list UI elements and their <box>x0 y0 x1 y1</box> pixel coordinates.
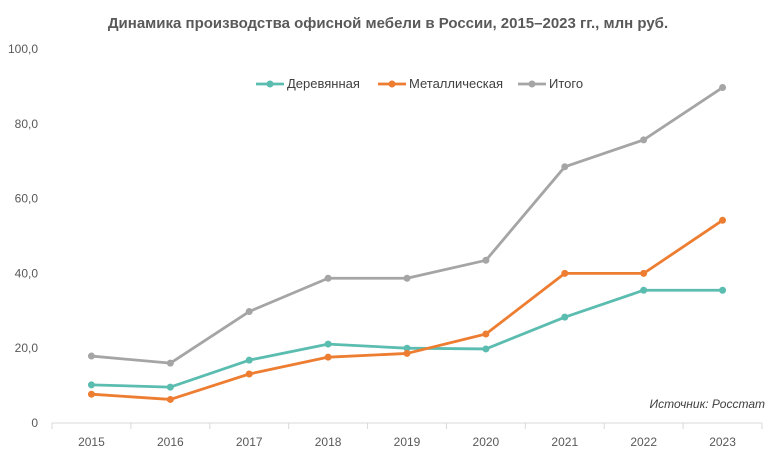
y-tick-label: 0 <box>31 416 38 430</box>
x-tick-label: 2018 <box>315 435 342 449</box>
data-point <box>166 359 174 367</box>
x-tick-label: 2019 <box>394 435 421 449</box>
data-point <box>640 286 648 294</box>
data-point <box>87 352 95 360</box>
data-point <box>561 163 569 171</box>
x-tick-label: 2023 <box>709 435 736 449</box>
x-tick-label: 2016 <box>157 435 184 449</box>
x-tick-label: 2017 <box>236 435 263 449</box>
legend-label: Итого <box>549 76 583 91</box>
series-lines <box>87 84 727 403</box>
data-point <box>403 344 411 352</box>
data-point <box>166 383 174 391</box>
data-point <box>561 269 569 277</box>
x-tick-label: 2020 <box>473 435 500 449</box>
series-0 <box>87 286 727 391</box>
data-point <box>640 136 648 144</box>
series-line <box>90 288 724 389</box>
data-point <box>561 313 569 321</box>
data-point <box>403 349 411 357</box>
source-note: Источник: Росстат <box>650 397 765 411</box>
data-point <box>87 390 95 398</box>
legend-item: Деревянная <box>256 76 360 91</box>
legend-item: Итого <box>518 76 583 91</box>
data-point <box>482 256 490 264</box>
data-point <box>245 356 253 364</box>
data-point <box>245 308 253 316</box>
y-tick-label: 80,0 <box>15 117 39 131</box>
axes <box>51 422 763 429</box>
x-tick-labels: 2015 2016 2017 2018 2019 2020 2021 2022 2023 <box>78 435 736 449</box>
data-point <box>245 370 253 378</box>
x-tick-label: 2022 <box>630 435 657 449</box>
data-point <box>166 395 174 403</box>
data-point <box>87 381 95 389</box>
series-line <box>90 218 724 401</box>
data-point <box>324 340 332 348</box>
legend-point-marker <box>388 80 396 88</box>
x-tick-label: 2021 <box>551 435 578 449</box>
data-point <box>324 274 332 282</box>
legend-point-marker <box>266 80 274 88</box>
data-point <box>482 345 490 353</box>
x-tick-label: 2015 <box>78 435 105 449</box>
series-2 <box>87 84 727 367</box>
legend-label: Деревянная <box>287 76 360 91</box>
legend-label: Металлическая <box>409 76 503 91</box>
y-tick-label: 100,0 <box>8 42 38 56</box>
y-tick-label: 60,0 <box>15 192 39 206</box>
series-1 <box>87 216 727 403</box>
legend-item: Металлическая <box>378 76 503 91</box>
data-point <box>324 353 332 361</box>
y-tick-label: 20,0 <box>15 341 39 355</box>
legend: Деревянная Металлическая Итого <box>256 76 583 91</box>
data-point <box>719 286 727 294</box>
chart-title: Динамика производства офисной мебели в Р… <box>108 15 668 32</box>
legend-point-marker <box>528 80 536 88</box>
series-line <box>90 86 724 365</box>
data-point <box>640 269 648 277</box>
y-tick-label: 40,0 <box>15 266 39 280</box>
data-point <box>719 84 727 92</box>
data-point <box>403 274 411 282</box>
y-tick-labels: 0 20,0 40,0 60,0 80,0 100,0 <box>8 42 38 430</box>
data-point <box>482 330 490 338</box>
data-point <box>719 216 727 224</box>
